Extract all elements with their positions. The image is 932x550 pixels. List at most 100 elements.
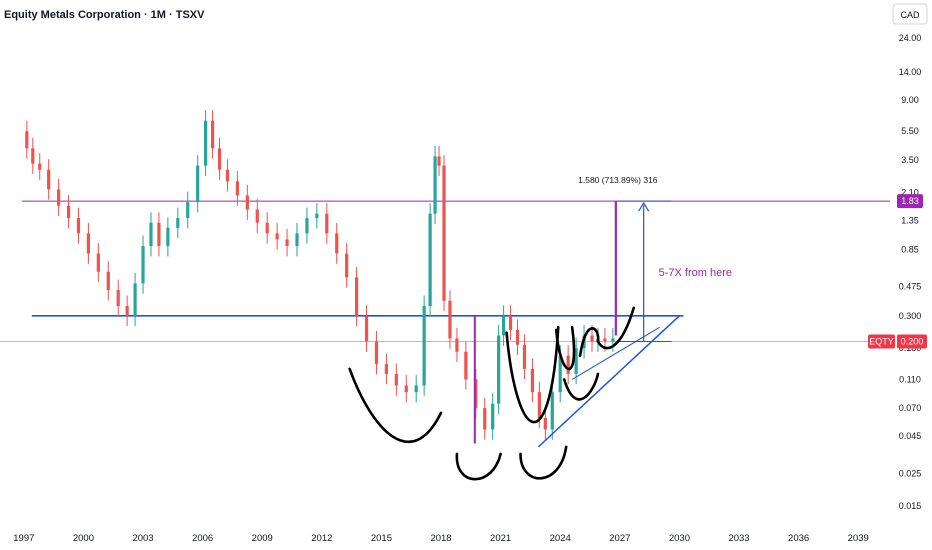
- x-tick-label: 2036: [788, 533, 809, 544]
- currency-button[interactable]: [892, 3, 928, 25]
- hand-drawn-curve: [554, 326, 576, 371]
- candle-body: [255, 209, 259, 223]
- candle-body: [543, 417, 547, 430]
- candle-body: [116, 290, 120, 307]
- candle-body: [125, 306, 129, 316]
- candle-body: [508, 315, 513, 330]
- candle-body: [537, 392, 541, 418]
- candle-body: [464, 351, 468, 380]
- candle-body: [448, 300, 452, 339]
- candle-body: [86, 233, 91, 254]
- candle-body: [149, 222, 153, 247]
- y-tick-label: 2.10: [901, 187, 919, 197]
- hand-drawn-curve: [562, 372, 600, 401]
- candle-body: [384, 364, 388, 374]
- y-tick-label: 1.35: [901, 215, 919, 225]
- y-tick-label: 3.50: [901, 155, 919, 165]
- x-tick-label: 2000: [73, 533, 94, 544]
- candle-body: [345, 253, 349, 278]
- candle-body: [325, 213, 329, 234]
- hand-drawn-curve: [596, 306, 636, 350]
- candle-body: [196, 165, 200, 203]
- candle-body: [157, 222, 161, 247]
- x-tick-label: 2015: [371, 533, 392, 544]
- y-tick-label: 0.110: [899, 374, 921, 384]
- x-tick-label: 2027: [609, 533, 630, 544]
- candle-body: [442, 165, 446, 301]
- y-tick-label: 24.00: [899, 33, 922, 43]
- candle-body: [364, 315, 369, 342]
- candle-body: [422, 306, 426, 386]
- x-tick-label: 2006: [192, 533, 213, 544]
- y-tick-label: 0.475: [899, 282, 922, 292]
- candle-body: [502, 315, 506, 336]
- hand-drawn-curve: [505, 326, 560, 424]
- candle-body: [295, 233, 299, 247]
- candle-body: [437, 156, 441, 166]
- candle-body: [428, 213, 432, 307]
- y-tick-label: 0.300: [899, 311, 922, 321]
- candle-body: [106, 271, 110, 291]
- candle-body: [166, 227, 170, 247]
- candle-body: [433, 156, 437, 214]
- candle-body: [225, 169, 230, 182]
- candle-body: [354, 277, 359, 316]
- candle-body: [491, 403, 495, 430]
- symbol-tag: EQTY: [869, 337, 894, 347]
- candle-body: [515, 329, 520, 345]
- candle-body: [96, 253, 100, 272]
- symbol-tag-bg: [868, 334, 895, 349]
- x-tick-label: 2009: [252, 533, 273, 544]
- candle-body: [550, 392, 554, 430]
- y-tick-label: 0.015: [899, 501, 922, 511]
- y-tick-label: 0.070: [899, 403, 922, 413]
- x-tick-label: 2024: [550, 533, 571, 544]
- candle-body: [315, 213, 319, 219]
- level-tag-purple: 1.83: [901, 196, 919, 206]
- candle-body: [305, 218, 309, 234]
- candle-body: [603, 338, 607, 342]
- chart-title: Equity Metals Corporation · 1M · TSXV: [4, 9, 205, 21]
- price-tag: 0.200: [901, 337, 924, 347]
- candle-body: [497, 335, 501, 404]
- hand-drawn-curve: [348, 367, 443, 444]
- x-tick-label: 2012: [311, 533, 332, 544]
- candle-body: [374, 341, 379, 365]
- candle-body: [530, 368, 535, 393]
- candle-body: [335, 233, 339, 254]
- candle-body: [285, 239, 289, 247]
- x-tick-label: 2021: [490, 533, 511, 544]
- candle-body: [76, 218, 81, 234]
- candle-body: [275, 233, 279, 240]
- candle-body: [394, 373, 398, 386]
- candle-body: [245, 195, 249, 210]
- hand-drawn-curve: [578, 327, 600, 357]
- candle-body: [217, 148, 222, 170]
- x-tick-label: 2039: [848, 533, 869, 544]
- candle-body: [47, 169, 51, 190]
- y-tick-label: 0.85: [901, 245, 919, 255]
- candle-body: [558, 355, 562, 393]
- candle-body: [176, 218, 180, 228]
- hand-drawn-curve: [455, 452, 502, 481]
- candle-body: [590, 335, 594, 342]
- y-tick-label: 14.00: [899, 67, 922, 77]
- y-tick-label: 5.50: [901, 126, 919, 136]
- candle-body: [566, 355, 570, 374]
- candle-body: [455, 338, 459, 352]
- candle-body: [25, 131, 29, 149]
- x-tick-label: 2018: [430, 533, 451, 544]
- price-tag-bg: [897, 334, 927, 349]
- candle-body: [66, 205, 71, 219]
- candle-body: [483, 408, 487, 430]
- candle-body: [133, 283, 137, 316]
- candle-body: [57, 189, 61, 206]
- candle-body: [574, 348, 578, 374]
- x-tick-label: 2003: [132, 533, 153, 544]
- support-trendline: [571, 326, 660, 380]
- candle-body: [235, 181, 239, 196]
- y-tick-label: 9.00: [901, 95, 919, 105]
- candle-body: [404, 385, 408, 393]
- measure-arrow-head: [638, 201, 650, 212]
